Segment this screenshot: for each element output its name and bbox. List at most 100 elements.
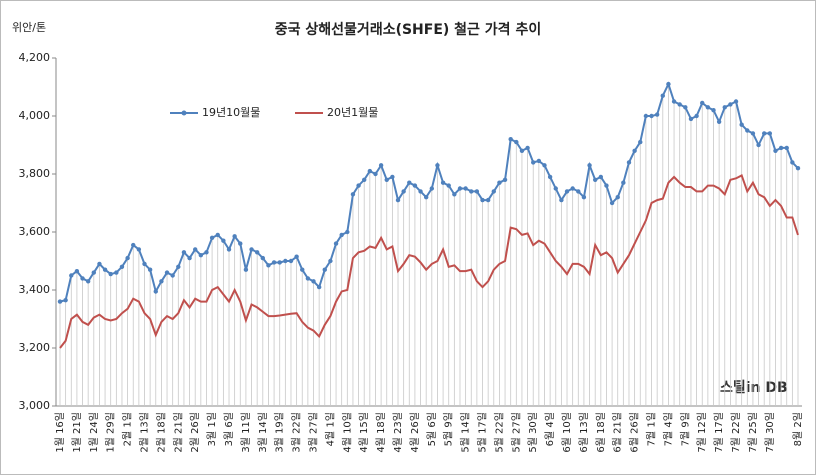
point-marker (209, 235, 215, 240)
x-tick-label: 5월 9일 (443, 412, 455, 446)
point-marker (519, 148, 525, 153)
x-tick-label: 3월 6일 (223, 412, 235, 446)
point-marker (638, 139, 643, 145)
point-marker (576, 189, 581, 194)
point-marker (761, 131, 767, 136)
point-marker (176, 264, 181, 269)
point-marker (705, 105, 711, 110)
point-marker (767, 131, 773, 136)
x-tick-label: 2월 13일 (139, 412, 151, 453)
point-marker (153, 289, 158, 294)
point-marker (784, 145, 789, 151)
x-tick-label: 7월 25일 (747, 412, 759, 453)
point-marker (407, 180, 412, 185)
x-tick-label: 4월 18일 (375, 412, 387, 453)
x-tick-label: 3월 22일 (291, 412, 303, 453)
point-marker (728, 102, 733, 107)
point-marker (643, 113, 649, 119)
point-marker (238, 241, 243, 246)
point-marker (390, 174, 395, 180)
point-marker (790, 160, 795, 165)
y-tick-label: 4,200 (19, 51, 51, 64)
x-tick-label: 3월 27일 (308, 412, 320, 453)
point-marker (485, 197, 491, 203)
point-marker (187, 255, 192, 261)
x-tick-label: 5월 22일 (493, 412, 505, 453)
point-marker (592, 177, 598, 182)
point-marker (671, 99, 677, 104)
x-tick-label: 6월 13일 (578, 412, 590, 453)
point-marker (654, 112, 660, 117)
x-tick-label: 2월 26일 (189, 412, 201, 453)
point-marker (412, 183, 418, 188)
point-marker (745, 128, 750, 133)
point-marker (446, 183, 451, 188)
x-tick-label: 3월 14일 (257, 412, 269, 453)
x-tick-label: 4월 26일 (409, 412, 421, 453)
point-marker (716, 119, 722, 125)
point-marker (401, 189, 406, 194)
point-marker (305, 276, 311, 281)
point-marker (74, 268, 80, 274)
point-marker (502, 177, 508, 182)
x-tick-label: 2월 1일 (122, 412, 134, 446)
x-tick-label: 1월 16일 (54, 412, 66, 453)
point-marker (57, 299, 63, 304)
x-tick-label: 1월 29일 (105, 412, 117, 453)
point-marker (119, 264, 125, 269)
point-marker (378, 163, 384, 168)
point-marker (271, 260, 277, 265)
x-tick-label: 3월 19일 (274, 412, 286, 453)
x-tick-label: 6월 18일 (595, 412, 607, 453)
point-marker (418, 189, 423, 194)
point-marker (739, 122, 744, 127)
y-tick-label: 4,000 (19, 109, 51, 122)
point-marker (508, 137, 513, 142)
x-tick-label: 2월 18일 (155, 412, 167, 453)
point-marker (581, 195, 587, 200)
point-marker (621, 180, 626, 185)
x-tick-label: 7월 30일 (764, 412, 776, 453)
point-marker (531, 160, 536, 165)
x-tick-label: 6월 21일 (612, 412, 624, 453)
watermark: 스틸in DB (720, 380, 788, 396)
point-marker (243, 267, 249, 272)
point-marker (97, 261, 102, 267)
point-marker (700, 100, 705, 106)
point-marker (142, 261, 147, 267)
point-marker (750, 131, 756, 136)
x-tick-label: 7월 4일 (662, 412, 674, 446)
point-marker (254, 250, 260, 255)
point-marker (69, 273, 74, 278)
point-marker (114, 270, 119, 275)
point-marker (683, 105, 688, 110)
point-marker (356, 183, 361, 188)
point-marker (587, 163, 592, 168)
point-marker (294, 254, 299, 259)
point-marker (452, 192, 457, 197)
x-tick-label: 4월 23일 (392, 412, 404, 453)
point-marker (300, 267, 305, 272)
y-tick-label: 3,200 (19, 341, 51, 354)
point-marker (440, 180, 446, 185)
point-marker (632, 148, 637, 153)
point-marker (249, 247, 254, 252)
point-marker (666, 81, 671, 87)
point-marker (542, 163, 547, 168)
point-marker (474, 189, 480, 194)
point-marker (345, 229, 350, 235)
point-marker (395, 197, 401, 203)
point-marker (559, 197, 564, 203)
point-marker (626, 160, 632, 165)
legend-label: 20년1월물 (327, 106, 378, 119)
x-tick-label: 3월 11일 (240, 412, 252, 453)
point-marker (266, 263, 271, 268)
point-marker (159, 279, 164, 284)
point-marker (491, 189, 496, 194)
x-tick-label: 4월 10일 (341, 412, 353, 453)
x-tick-label: 7월 1일 (646, 412, 658, 446)
point-marker (435, 163, 440, 168)
x-tick-label: 6월 26일 (629, 412, 641, 453)
x-tick-label: 7월 22일 (730, 412, 742, 453)
